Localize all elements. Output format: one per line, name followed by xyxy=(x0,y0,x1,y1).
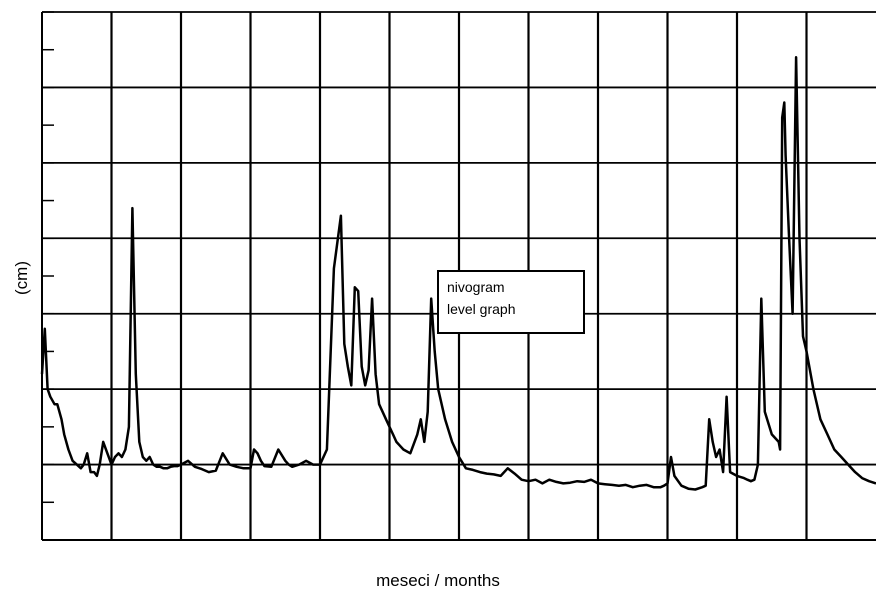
x-axis-label: meseci / months xyxy=(376,571,500,590)
series-line-nivogram xyxy=(40,56,876,491)
legend-entry-2: level graph xyxy=(447,301,516,317)
y-axis-label: (cm) xyxy=(12,261,31,295)
chart-grid xyxy=(41,11,876,541)
y-axis-ticks xyxy=(42,11,54,504)
chart-legend: nivogram level graph xyxy=(437,270,585,334)
legend-entry-1: nivogram xyxy=(447,279,505,295)
